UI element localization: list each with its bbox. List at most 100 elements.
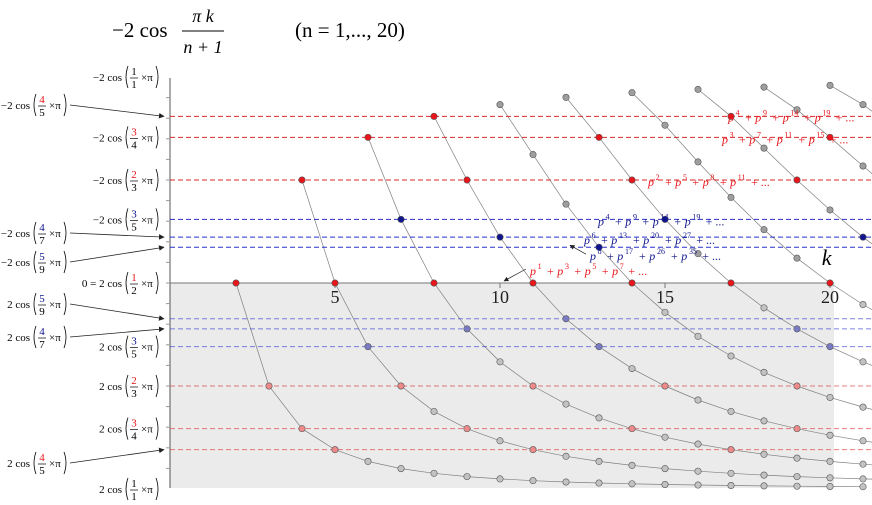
sum-term-base: p [647,175,654,189]
label-times-pi: ×π [141,484,153,496]
data-point-n4-k1 [331,446,339,454]
sum-term-exponent: 7 [620,262,624,271]
label-numerator: 3 [131,208,137,220]
sum-term-exponent: 19 [822,108,830,117]
left-label-outside: 2 cos 45 ×π [7,451,67,477]
data-point-n15-k4 [793,425,801,433]
data-point-n6-k3 [463,325,471,333]
right-paren [155,374,159,398]
data-point-n13-k6 [793,325,801,333]
data-point-n12-k1 [595,479,603,487]
sum-term-exponent: 20 [651,231,659,240]
label-lead: 2 cos [99,484,122,496]
label-denominator: 9 [39,264,45,276]
sum-term-exponent: 9 [633,212,637,221]
label-denominator: 1 [131,491,137,503]
sum-term-exponent: 3 [565,262,569,271]
label-times-pi: ×π [141,278,153,290]
sum-term-base: + p [804,110,821,124]
data-point-n12-k5 [727,352,735,360]
label-pointer-arrow [69,447,165,464]
data-point-n16-k2 [760,471,768,479]
sum-term-base: + p [670,249,687,263]
sum-term-base: + p [692,175,709,189]
left-label: 0 = 2 cos 12 ×π [82,271,159,297]
label-lead: −2 cos [1,257,30,269]
data-point-n9-k8 [727,112,735,120]
data-point-n6-k4 [496,233,504,241]
label-times-pi: ×π [49,257,61,269]
data-point-n7-k7 [628,89,636,97]
data-point-n15-k3 [760,450,768,458]
data-point-n14-k2 [694,467,702,475]
left-paren [125,335,129,358]
data-point-n8-k3 [529,382,537,390]
left-paren [125,374,129,398]
data-point-n7-k6 [595,133,603,141]
data-point-n18-k1 [793,482,801,490]
sum-term-base: + p [600,233,617,247]
data-point-n11-k10 [859,101,867,109]
data-point-n17-k3 [826,457,834,465]
left-paren [33,250,37,274]
left-label-outside: −2 cos 47 ×π [1,221,67,247]
data-point-n9-k2 [529,446,537,454]
sum-annotation-1: p 4 + p 9 + p 14 + p 19 + ... [727,108,854,124]
x-tick-label: 10 [491,287,509,307]
data-point-n10-k3 [595,414,603,422]
data-point-n3-k1 [298,425,306,433]
sum-term-base: + p [798,132,815,146]
sum-term-exponent: 7 [757,130,761,139]
sum-term-base: p [529,264,536,278]
sum-annotation-7: p 1 + p 3 + p 5 + p 7 + ... [529,262,647,278]
label-numerator: 4 [39,94,45,106]
right-paren [63,93,67,117]
label-denominator: 3 [131,388,137,400]
sum-tail: + ... [628,264,647,278]
data-point-n14-k6 [826,343,834,351]
data-point-n18-k2 [826,474,834,482]
label-numerator: 4 [39,452,45,464]
label-numerator: 1 [131,66,137,78]
sum-term-exponent: 27 [683,231,691,240]
label-lead: 2 cos [7,458,30,470]
data-point-n7-k5 [562,200,570,208]
x-tick-label: 20 [821,287,839,307]
right-paren [63,325,67,349]
sum-tail: + ... [706,214,725,228]
label-denominator: 2 [131,285,137,297]
label-lead: −2 cos [93,214,122,226]
label-numerator: 2 [131,375,137,387]
data-point-n13-k2 [661,465,669,473]
data-point-n10-k9 [793,106,801,114]
data-point-n4-k3 [397,215,405,223]
data-point-n19-k2 [859,475,867,483]
data-point-n8-k6 [628,176,636,184]
sum-term-exponent: 4 [736,108,740,117]
sum-term-base: + p [738,132,755,146]
label-numerator: 2 [131,169,137,181]
data-point-n13-k4 [727,407,735,415]
sum-term-base: + p [674,214,691,228]
sum-term-base: + p [606,249,623,263]
left-label: 2 cos 11 ×π [99,477,159,503]
sum-term-exponent: 13 [619,231,627,240]
sum-term-exponent: 4 [606,212,610,221]
sum-term-base: + p [664,175,681,189]
left-label-outside: 2 cos 59 ×π [7,292,67,318]
right-paren [63,292,67,316]
sum-term-base: + p [574,264,591,278]
sum-term-exponent: 14 [660,212,668,221]
left-label-outside: −2 cos 45 ×π [1,93,67,119]
label-lead: −2 cos [93,72,122,84]
data-point-n9-k3 [562,400,570,408]
data-point-n5-k4 [463,176,471,184]
left-paren [125,168,129,192]
label-denominator: 7 [39,235,45,247]
label-pointer-arrow [69,232,165,240]
data-point-n7-k4 [529,279,537,287]
label-numerator: 4 [39,222,45,234]
left-paren [33,451,37,475]
label-denominator: 1 [131,79,137,91]
sum-term-exponent: 9 [763,108,767,117]
